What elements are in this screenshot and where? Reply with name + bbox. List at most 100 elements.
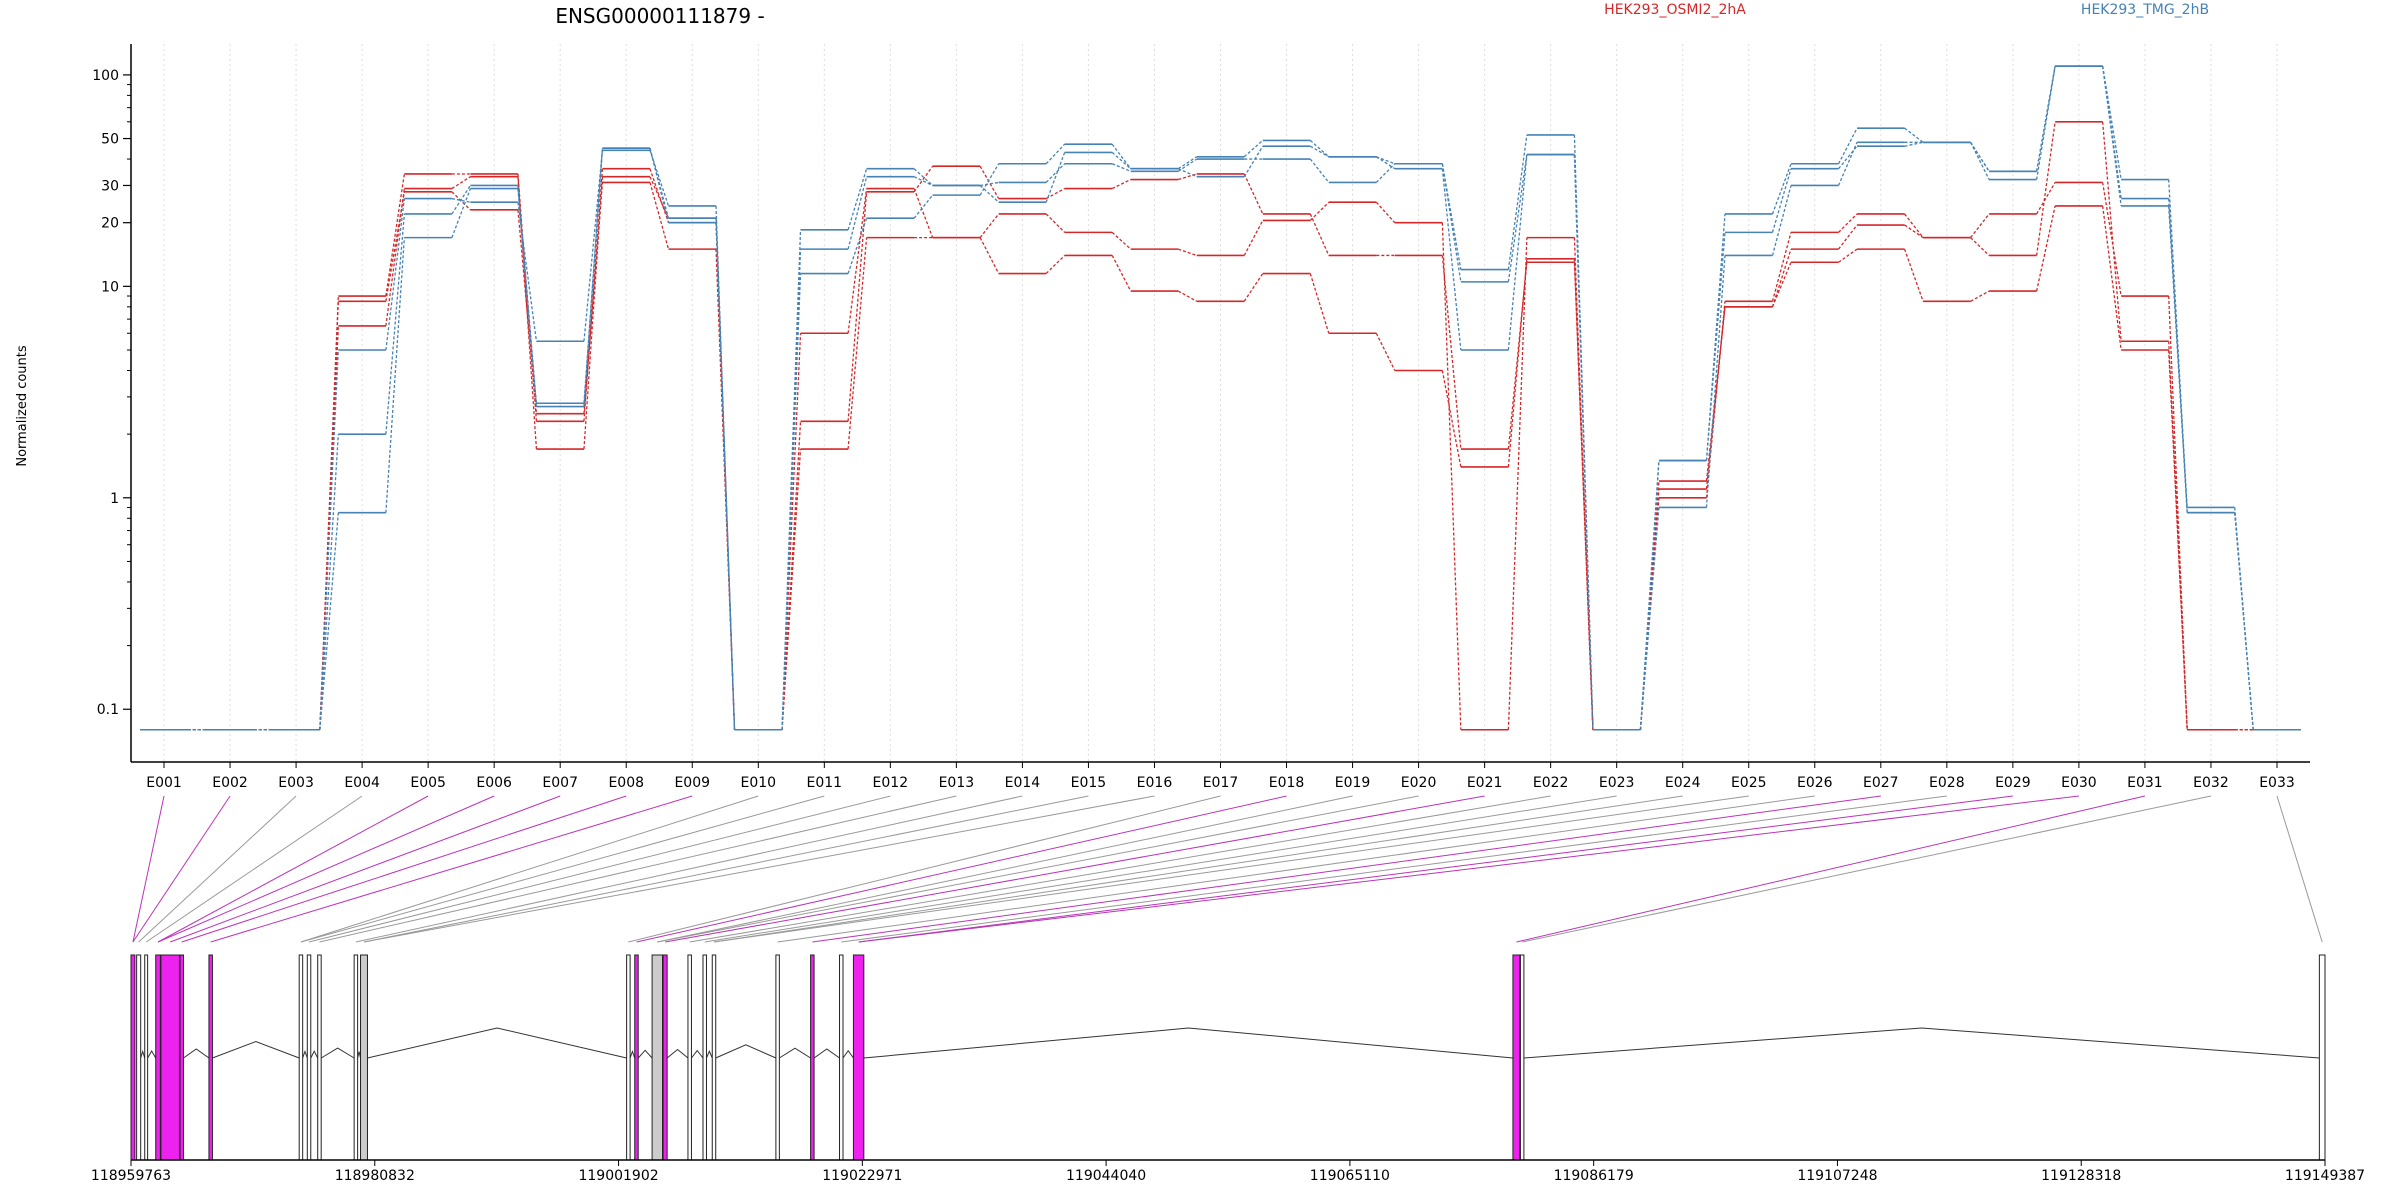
series-connector: [451, 188, 472, 238]
exon-E008: [298, 954, 304, 1161]
series-connector: [1771, 248, 1792, 308]
series-connector: [980, 181, 999, 187]
series-connector: [1904, 141, 1924, 147]
series-connector: [2168, 205, 2188, 513]
series-connector: [1970, 237, 1990, 256]
series-6: [140, 65, 2301, 731]
connector-E019: [657, 795, 1353, 943]
x-tick-label-E017: E017: [1203, 775, 1239, 791]
series-connector: [1375, 201, 1396, 224]
genomic-coordinate-labels: 118959763 118980832 119001902 119022971 1190…: [91, 1160, 2365, 1184]
series-connector: [1705, 306, 1726, 482]
series-connector: [649, 176, 670, 219]
intron: [842, 1049, 854, 1059]
series-connector: [583, 168, 604, 422]
intron: [212, 1041, 300, 1059]
intron: [637, 1049, 653, 1059]
legend-entry-osmi2: HEK293_OSMI2_2hA: [1604, 2, 1746, 18]
x-tick-label-E025: E025: [1731, 775, 1767, 791]
series-connector: [1045, 188, 1065, 200]
series-connector: [1441, 168, 1462, 351]
series-connector: [1375, 332, 1396, 371]
series-connector: [319, 301, 339, 730]
series-connector: [2168, 198, 2188, 508]
x-tick-label-E003: E003: [278, 775, 314, 791]
series-connector: [913, 168, 934, 186]
exon-E019: [711, 954, 717, 1161]
exon-E007: [208, 954, 213, 1161]
series-connector: [1705, 255, 1726, 508]
introns: [140, 1027, 2320, 1059]
series-connector: [1177, 290, 1198, 302]
series-connector: [781, 273, 802, 730]
coverage-plot: 0.1 1 10 20 30 50 100 E001 E002 E003 E004 E005 E006…: [15, 2, 2310, 791]
series-connector: [2102, 66, 2122, 180]
series-connector: [1970, 141, 1990, 172]
series-connector: [1970, 142, 1990, 180]
series-connector: [583, 182, 604, 414]
series-connector: [2035, 66, 2056, 180]
series-connector: [1441, 370, 1462, 468]
exon-E015: [651, 954, 664, 1161]
x-tick-label-E007: E007: [542, 775, 578, 791]
series-connector: [385, 191, 406, 302]
series-connector: [1771, 232, 1792, 302]
connector-E030: [858, 795, 2079, 943]
connector-E014: [355, 795, 1023, 943]
series-connector: [1507, 262, 1528, 450]
connector-E022: [689, 795, 1551, 943]
coordinate-label: 118980832: [335, 1168, 415, 1184]
series-connector: [1970, 213, 1990, 239]
series-connector: [517, 202, 538, 342]
connector-E002: [132, 795, 231, 943]
connector-E032: [1522, 795, 2212, 943]
connector-E021: [665, 795, 1485, 943]
exon-E025: [1519, 954, 1525, 1161]
exon-connectors: [132, 795, 2323, 943]
series-connector: [1639, 460, 1660, 730]
series-connector: [1177, 156, 1198, 170]
series-connector: [1111, 178, 1131, 190]
series-connector: [1507, 258, 1528, 467]
series-connector: [385, 237, 406, 513]
y-tick-label: 10: [101, 279, 119, 295]
series-connector: [1837, 127, 1858, 165]
series-connector: [847, 168, 868, 231]
series-connector: [781, 229, 802, 730]
series-connector: [1970, 290, 1990, 302]
series-connector: [1309, 273, 1330, 334]
coordinate-label: 119086179: [1554, 1168, 1634, 1184]
y-tick-label: 0.1: [97, 702, 119, 718]
series-connector: [517, 209, 538, 414]
series-connector: [913, 176, 933, 187]
connector-E010: [300, 795, 759, 943]
coordinate-label: 119022971: [822, 1168, 902, 1184]
series-connector: [1309, 213, 1330, 256]
series-connector: [1904, 127, 1924, 143]
x-tick-label-E001: E001: [146, 775, 182, 791]
x-tick-label-E012: E012: [873, 775, 909, 791]
intron: [302, 1049, 308, 1059]
exons: [130, 954, 2326, 1161]
series-connector: [1573, 134, 1594, 730]
series-connector: [2168, 349, 2188, 730]
series-connector: [319, 434, 339, 730]
connector-E017: [628, 795, 1221, 943]
series-connector: [451, 176, 471, 190]
connector-E031: [1516, 795, 2146, 943]
series-connector: [2102, 205, 2122, 351]
coordinate-label: 119149387: [2285, 1168, 2365, 1184]
series-connector: [781, 333, 802, 730]
intron: [666, 1048, 689, 1059]
series-connector: [451, 197, 471, 203]
x-tick-label-E029: E029: [1995, 775, 2031, 791]
series-connector: [1441, 163, 1462, 270]
series-connector: [1309, 201, 1330, 221]
exon-E012: [360, 954, 368, 1161]
exon-E014: [634, 954, 639, 1161]
x-tick-label-E019: E019: [1335, 775, 1371, 791]
x-tick-label-E013: E013: [939, 775, 975, 791]
x-tick-label-E005: E005: [410, 775, 446, 791]
series-connector: [1838, 224, 1858, 250]
